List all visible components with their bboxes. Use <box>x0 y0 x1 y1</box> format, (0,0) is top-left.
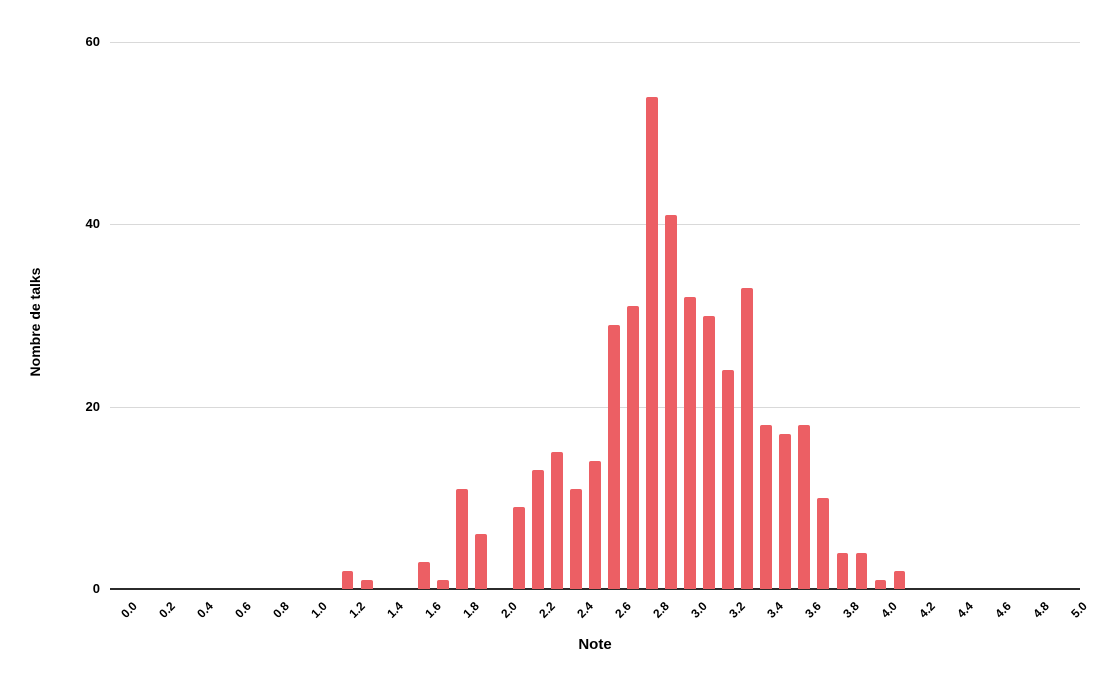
y-tick-label: 40 <box>85 216 100 232</box>
x-tick-label: 2.6 <box>612 599 634 621</box>
bar <box>646 96 658 589</box>
bar <box>589 461 601 589</box>
bar <box>608 324 620 589</box>
bar <box>874 579 887 589</box>
bar <box>779 434 791 589</box>
bar <box>722 370 734 589</box>
y-axis-title: Nombre de talks <box>27 267 43 377</box>
x-tick-label: 4.0 <box>878 599 901 621</box>
x-tick-label: 0.8 <box>269 599 292 621</box>
x-tick-label: 4.2 <box>916 599 939 621</box>
bar <box>437 579 449 589</box>
y-tick-label: 20 <box>85 398 100 414</box>
x-tick-label: 3.6 <box>802 599 825 621</box>
x-tick-label: 2.0 <box>498 599 520 621</box>
bar <box>475 534 487 589</box>
gridline <box>110 224 1080 226</box>
bar <box>570 488 582 589</box>
x-tick-label: 0.4 <box>193 599 216 621</box>
x-tick-label: 0.0 <box>117 599 140 621</box>
x-tick-label: 5.0 <box>1068 599 1091 621</box>
x-tick-label: 3.8 <box>840 599 863 621</box>
x-tick-label: 1.2 <box>345 599 368 621</box>
bar <box>665 215 677 589</box>
bar <box>817 497 829 589</box>
bar <box>513 506 525 589</box>
bar <box>627 306 639 589</box>
x-tick-label: 2.8 <box>650 599 672 621</box>
x-axis-line <box>110 588 1080 590</box>
y-tick-label: 0 <box>92 581 100 596</box>
bar <box>741 288 753 589</box>
x-tick-label: 1.0 <box>307 599 330 621</box>
bar <box>684 297 696 589</box>
bar <box>532 470 544 589</box>
gridline <box>110 42 1080 43</box>
bar <box>551 452 563 589</box>
bar <box>456 488 468 589</box>
x-tick-label: 4.8 <box>1030 599 1053 621</box>
x-tick-label: 1.8 <box>460 599 482 621</box>
bar <box>798 424 810 589</box>
x-tick-label: 3.2 <box>726 599 749 621</box>
x-tick-label: 0.2 <box>155 599 178 621</box>
bar <box>836 552 848 589</box>
bar <box>893 570 906 589</box>
bar <box>418 561 430 589</box>
gridline <box>110 406 1080 408</box>
bar <box>760 424 772 589</box>
bar <box>855 552 868 589</box>
x-tick-label: 2.4 <box>574 599 596 621</box>
x-tick-label: 0.6 <box>231 599 254 621</box>
x-tick-label: 4.4 <box>954 599 977 621</box>
x-tick-label: 2.2 <box>536 599 558 621</box>
x-tick-label: 1.4 <box>383 599 406 621</box>
x-tick-label: 3.0 <box>688 599 710 621</box>
y-tick-label: 60 <box>85 34 100 49</box>
bar <box>361 579 373 589</box>
x-tick-label: 3.4 <box>764 599 787 621</box>
x-tick-label: 1.6 <box>422 599 444 621</box>
bar <box>703 315 715 589</box>
x-tick-label: 4.6 <box>992 599 1015 621</box>
x-axis-title: Note <box>578 636 612 653</box>
bar <box>341 570 354 589</box>
